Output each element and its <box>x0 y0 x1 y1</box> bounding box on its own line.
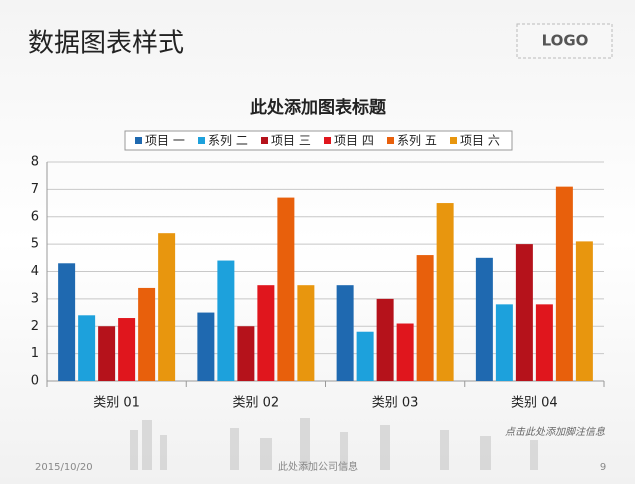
legend-label: 项目 四 <box>334 134 374 148</box>
skyline <box>130 418 538 470</box>
bar <box>78 315 96 381</box>
x-tick-label: 类别 01 <box>93 396 140 411</box>
legend-label: 项目 三 <box>271 134 311 148</box>
legend-swatch <box>324 137 331 144</box>
y-tick-label: 5 <box>31 237 39 252</box>
slide-title: 数据图表样式 <box>28 29 184 59</box>
footnote: 点击此处添加脚注信息 <box>505 426 605 438</box>
bar <box>515 244 533 381</box>
y-tick-label: 2 <box>31 319 39 334</box>
bar <box>98 326 116 381</box>
bar <box>197 312 215 381</box>
legend-box <box>124 130 513 151</box>
bar <box>297 285 315 381</box>
x-tick-label: 类别 03 <box>372 396 419 411</box>
bar <box>416 255 434 381</box>
legend-label: 系列 五 <box>397 134 437 148</box>
legend-swatch <box>387 137 394 144</box>
legend-swatch <box>261 137 268 144</box>
bar <box>336 285 354 381</box>
y-tick-label: 0 <box>31 374 39 389</box>
bar <box>555 186 573 381</box>
bar <box>495 304 513 381</box>
bar <box>138 287 156 381</box>
y-tick-label: 6 <box>31 209 39 224</box>
legend-label: 系列 二 <box>208 134 248 148</box>
chart-title: 此处添加图表标题 <box>250 97 387 118</box>
bar <box>376 298 394 381</box>
bar <box>277 197 295 381</box>
bar <box>396 323 414 381</box>
bar <box>535 304 553 381</box>
bar <box>237 326 255 381</box>
bar <box>436 203 454 381</box>
bar <box>58 263 76 381</box>
legend-label: 项目 一 <box>145 134 185 148</box>
company: 此处添加公司信息 <box>278 460 358 473</box>
bar <box>217 260 235 381</box>
bar <box>257 285 275 381</box>
legend-swatch <box>135 137 142 144</box>
legend-swatch <box>450 137 457 144</box>
logo: LOGO <box>542 32 589 50</box>
x-tick-label: 类别 02 <box>233 396 280 411</box>
page-number: 9 <box>600 462 606 473</box>
y-tick-label: 8 <box>31 155 39 170</box>
y-tick-label: 3 <box>31 291 39 306</box>
y-tick-label: 7 <box>31 182 39 197</box>
y-tick-label: 4 <box>31 264 39 279</box>
bar <box>575 241 593 381</box>
bar <box>118 318 136 381</box>
x-tick-label: 类别 04 <box>511 396 558 411</box>
bar <box>475 257 493 381</box>
legend-label: 项目 六 <box>460 134 500 148</box>
bar <box>158 233 176 381</box>
y-tick-label: 1 <box>31 346 39 361</box>
date: 2015/10/20 <box>35 462 93 473</box>
logo-box <box>516 23 613 59</box>
bar <box>356 331 374 381</box>
legend-swatch <box>198 137 205 144</box>
